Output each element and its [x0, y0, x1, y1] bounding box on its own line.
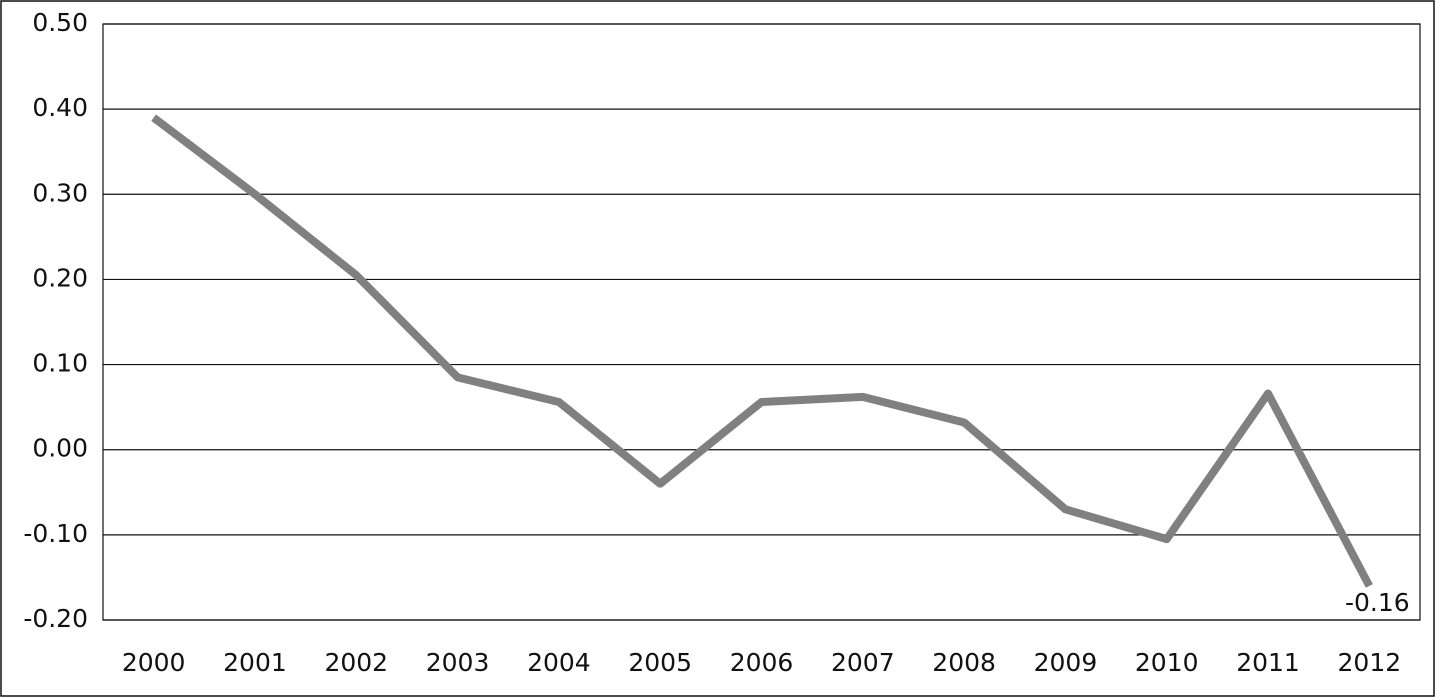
data-line [151, 114, 1373, 588]
x-tick-label: 2004 [527, 648, 591, 677]
y-tick-label: 0.40 [32, 93, 88, 122]
y-tick-label: -0.20 [23, 604, 88, 633]
x-tick-label: 2010 [1135, 648, 1199, 677]
x-tick-label: 2011 [1236, 648, 1300, 677]
y-tick-label: 0.00 [32, 434, 88, 463]
x-tick-label: 2007 [831, 648, 895, 677]
x-tick-label: 2003 [426, 648, 490, 677]
y-tick-label: 0.30 [32, 178, 88, 207]
y-tick-label: 0.20 [32, 263, 88, 292]
data-label: -0.16 [1345, 588, 1410, 617]
x-tick-label: 2006 [730, 648, 794, 677]
y-tick-label: 0.50 [32, 8, 88, 37]
x-tick-label: 2012 [1338, 648, 1402, 677]
x-tick-label: 2002 [324, 648, 388, 677]
x-tick-label: 2005 [628, 648, 692, 677]
x-tick-label: 2009 [1034, 648, 1098, 677]
x-tick-label: 2000 [122, 648, 186, 677]
plot-area [102, 23, 1421, 621]
x-tick-label: 2001 [223, 648, 287, 677]
y-tick-label: 0.10 [32, 349, 88, 378]
x-tick-label: 2008 [932, 648, 996, 677]
y-tick-label: -0.10 [23, 519, 88, 548]
